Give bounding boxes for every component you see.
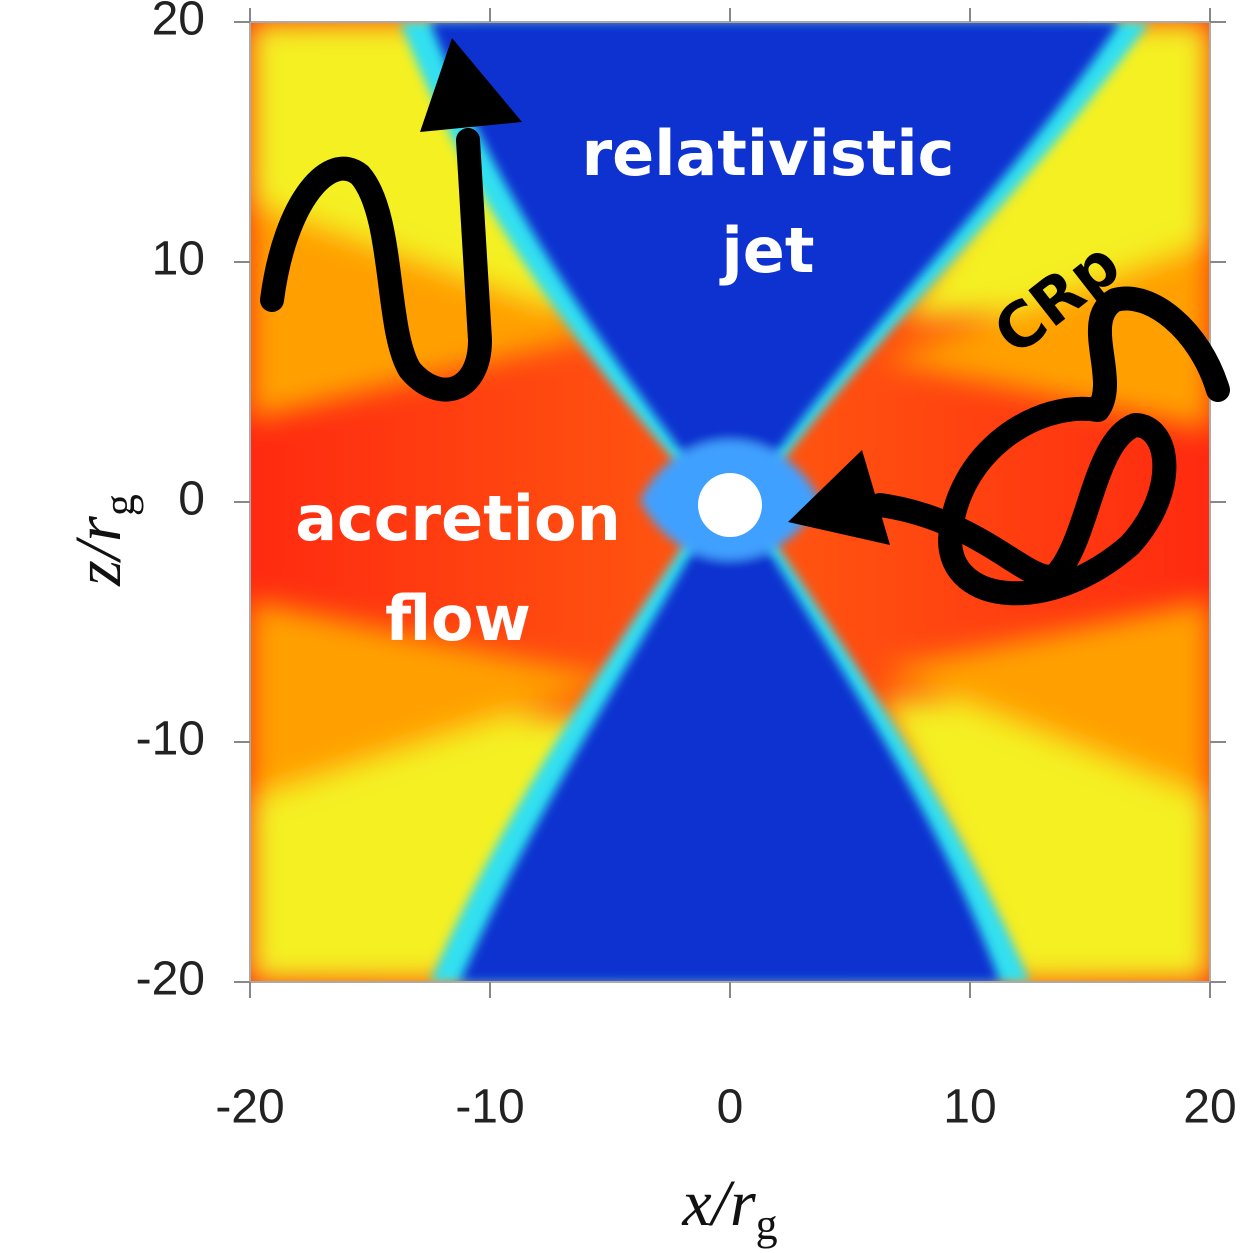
y-axis-label-sub: g	[95, 494, 144, 516]
y-tick-label: 0	[178, 473, 205, 526]
y-tick-label: 20	[152, 0, 205, 46]
arrows	[260, 128, 1230, 606]
x-axis-label-sub: g	[756, 1200, 778, 1249]
annotation: accretion	[295, 482, 621, 555]
x-tick-label: 0	[717, 1081, 744, 1134]
x-tick-label: 10	[943, 1081, 996, 1134]
y-tick-label: -20	[136, 953, 205, 1006]
x-tick-label: -10	[455, 1081, 524, 1134]
arrowhead	[788, 450, 890, 545]
annotation: relativistic	[582, 117, 955, 190]
heatmap	[250, 22, 1210, 982]
y-axis-label: z/rg	[62, 494, 144, 587]
y-tick-label: 10	[152, 233, 205, 286]
arrowhead	[420, 38, 522, 132]
x-axis-label-main: x/r	[681, 1167, 756, 1240]
crp-path	[868, 286, 1230, 606]
annotation: flow	[385, 582, 531, 655]
x-tick-label: 20	[1183, 1081, 1236, 1134]
annotation: jet	[719, 214, 815, 287]
jet-arrow	[260, 128, 492, 402]
y-tick-label: -10	[136, 713, 205, 766]
x-axis-label: x/rg	[681, 1167, 777, 1249]
y-axis-label-main: z/r	[62, 516, 135, 587]
x-tick-label: -20	[215, 1081, 284, 1134]
